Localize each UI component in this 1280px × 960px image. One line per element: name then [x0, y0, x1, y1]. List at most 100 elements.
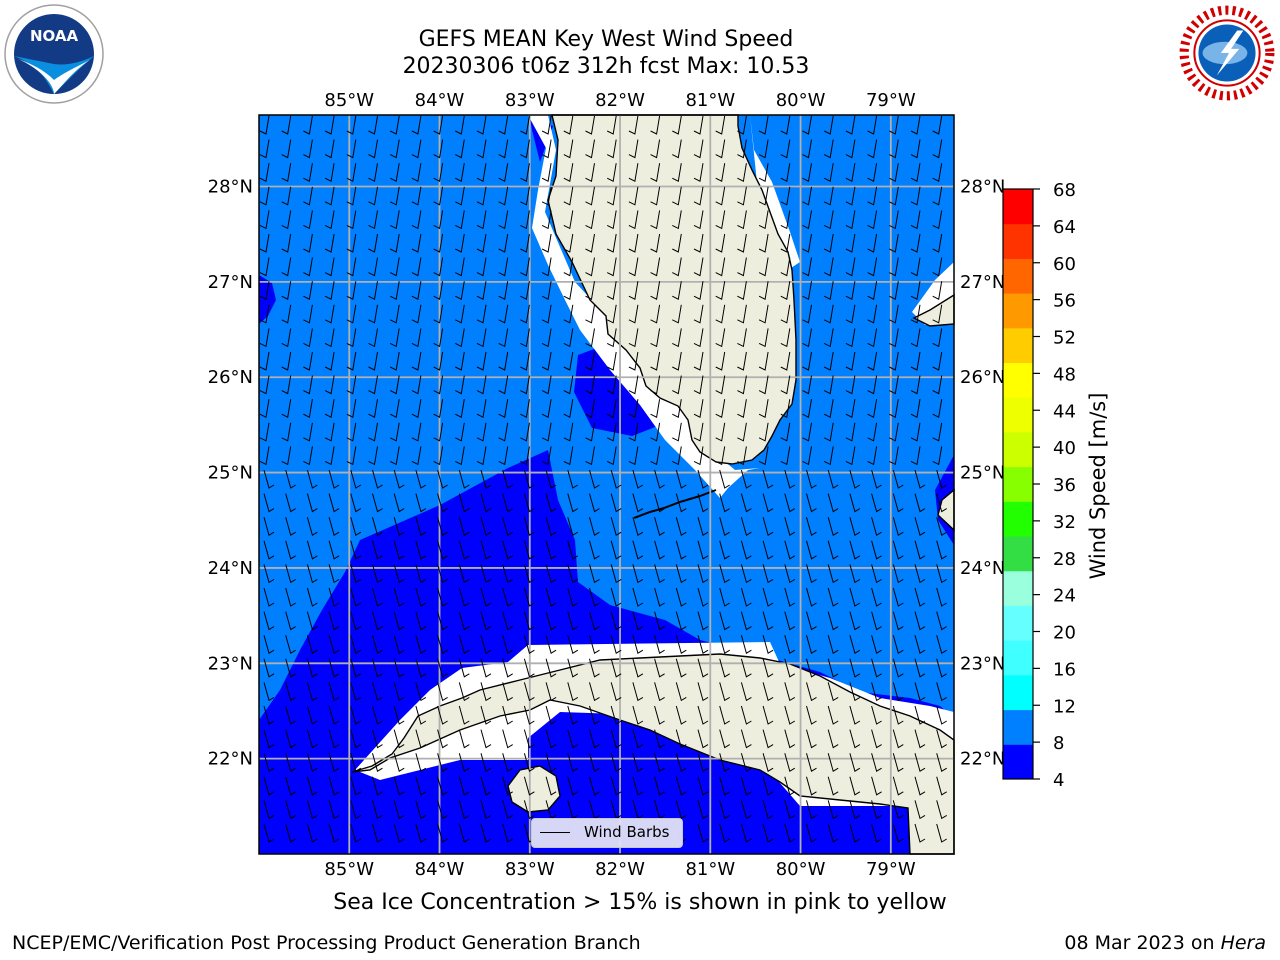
wind-barb	[324, 257, 335, 277]
wind-barb	[606, 139, 617, 159]
wind-barb	[802, 328, 812, 348]
wind-barb	[693, 328, 704, 348]
wind-barb	[389, 304, 400, 324]
wind-barb	[545, 611, 557, 631]
wind-barb	[437, 587, 448, 607]
wind-barb	[780, 163, 791, 182]
lon-label: 84°W	[415, 90, 465, 111]
wind-barb	[346, 328, 357, 348]
wind-barb	[932, 351, 943, 371]
wind-barb	[654, 776, 665, 796]
lon-label: 85°W	[324, 859, 374, 880]
wind-barb	[867, 446, 878, 466]
wind-barb	[672, 210, 682, 230]
wind-barb	[324, 115, 335, 135]
wind-barb	[415, 540, 427, 560]
wind-barb	[802, 446, 812, 466]
wind-barb	[628, 281, 639, 300]
wind-barb	[806, 729, 817, 749]
water-4-8-sw-florida	[574, 345, 668, 436]
wind-barb	[672, 115, 682, 135]
wind-barb	[932, 115, 943, 135]
wind-barb	[567, 587, 579, 607]
wind-barb	[892, 800, 904, 820]
wind-barb	[740, 800, 752, 820]
wind-barb	[306, 823, 318, 843]
wind-barb	[675, 776, 687, 796]
wind-barb	[737, 257, 747, 277]
wind-barb	[480, 564, 492, 584]
wind-barb	[455, 422, 465, 442]
wind-barb	[867, 115, 878, 135]
wind-barb	[784, 517, 796, 536]
wind-barb	[802, 375, 812, 395]
colorbar-segment	[1003, 605, 1033, 641]
wind-barb	[263, 753, 275, 772]
wind-barb	[281, 351, 292, 371]
wind-barb	[610, 564, 622, 584]
wind-barb	[849, 635, 861, 654]
wind-barb	[480, 635, 492, 654]
wind-barb	[693, 399, 704, 418]
wind-barb	[936, 587, 947, 607]
wind-barb	[780, 375, 791, 395]
wind-barb	[415, 564, 427, 584]
lon-label: 82°W	[595, 90, 645, 111]
wind-barb	[520, 281, 530, 300]
wind-barb	[589, 682, 600, 702]
wind-barb	[415, 753, 427, 772]
wind-barb	[784, 776, 796, 796]
wind-barb	[306, 587, 318, 607]
wind-barb	[350, 517, 362, 536]
wind-barb	[936, 682, 947, 702]
wind-barb	[932, 304, 943, 324]
wind-barb	[455, 115, 465, 135]
wind-barb	[610, 705, 622, 725]
wind-barb	[780, 139, 791, 159]
wind-barb	[936, 517, 947, 536]
wind-barb	[693, 304, 704, 324]
wind-barb	[889, 375, 899, 395]
wind-barb	[281, 446, 292, 466]
wind-barb	[845, 163, 856, 182]
wind-barb	[889, 115, 899, 135]
wind-barb	[845, 422, 856, 442]
wind-barb	[520, 115, 530, 135]
wind-barb	[502, 493, 513, 513]
wind-barb	[585, 163, 595, 182]
wind-barb	[784, 493, 796, 513]
wind-barb	[281, 375, 292, 395]
wind-barb	[758, 163, 769, 182]
wind-barb	[437, 823, 448, 843]
wind-barb	[502, 540, 513, 560]
wind-barb	[346, 139, 357, 159]
wind-barb	[780, 351, 791, 371]
wind-barb	[823, 304, 834, 324]
wind-barb	[936, 753, 947, 772]
wind-barb	[823, 422, 834, 442]
wind-barb	[350, 493, 362, 513]
wind-barb	[628, 304, 639, 324]
wind-barb	[545, 776, 557, 796]
wind-barb	[368, 139, 378, 159]
wind-barb	[784, 635, 796, 654]
wind-barb	[737, 399, 747, 418]
wind-barb	[849, 587, 861, 607]
map-panel	[259, 114, 955, 855]
wind-barb	[368, 163, 378, 182]
wind-barb	[433, 399, 444, 418]
wind-barb	[389, 328, 400, 348]
wind-barb	[806, 611, 817, 631]
wind-barb	[285, 682, 296, 702]
wind-barb	[545, 517, 557, 536]
wind-barb	[563, 399, 574, 418]
wind-barb	[458, 658, 470, 678]
wind-barb	[281, 399, 292, 418]
wind-barb	[719, 682, 730, 702]
wind-barb	[498, 446, 509, 466]
wind-barb	[719, 517, 730, 536]
wind-barb	[823, 375, 834, 395]
wind-barb	[411, 328, 422, 348]
wind-barb	[740, 493, 752, 513]
wind-barb	[306, 776, 318, 796]
